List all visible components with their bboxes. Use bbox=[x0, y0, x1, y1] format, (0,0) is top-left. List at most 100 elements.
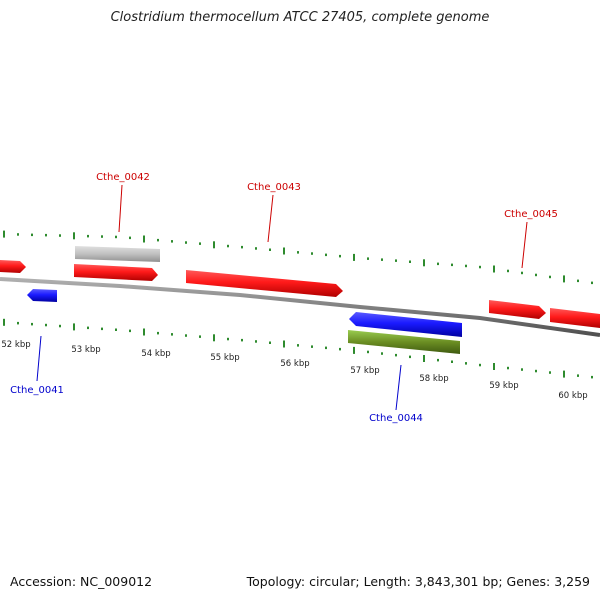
minor-tick bbox=[367, 350, 369, 354]
gene-cthe-0044-rna[interactable] bbox=[348, 330, 460, 354]
major-tick bbox=[423, 259, 425, 267]
minor-tick bbox=[255, 247, 257, 250]
gene-cthe-0042-pseudo[interactable] bbox=[75, 246, 160, 262]
minor-tick bbox=[241, 245, 243, 249]
minor-tick bbox=[507, 366, 509, 370]
topology-summary: Topology: circular; Length: 3,843,301 bp… bbox=[246, 574, 590, 589]
minor-tick bbox=[521, 368, 523, 371]
minor-tick bbox=[171, 240, 173, 243]
major-tick bbox=[283, 340, 285, 348]
minor-tick bbox=[521, 271, 523, 275]
minor-tick bbox=[269, 341, 271, 344]
gene-forward-left-edge[interactable] bbox=[0, 260, 26, 273]
gene-cthe-0042[interactable] bbox=[74, 264, 158, 281]
major-tick bbox=[3, 230, 5, 238]
major-tick bbox=[213, 334, 215, 342]
minor-tick bbox=[157, 331, 159, 335]
minor-tick bbox=[129, 329, 131, 333]
minor-tick bbox=[199, 335, 201, 338]
minor-tick bbox=[549, 371, 551, 374]
minor-tick bbox=[31, 233, 33, 237]
major-tick bbox=[143, 235, 145, 243]
major-tick bbox=[423, 355, 425, 362]
major-tick bbox=[3, 318, 5, 326]
label-cthe-0042[interactable]: Cthe_0042 bbox=[96, 172, 150, 183]
gene-cthe-0045[interactable] bbox=[489, 300, 546, 319]
major-tick bbox=[493, 265, 495, 273]
major-tick bbox=[73, 232, 75, 240]
minor-tick bbox=[367, 257, 369, 260]
minor-tick bbox=[185, 241, 187, 244]
major-tick bbox=[73, 323, 75, 331]
gene-cthe-0041[interactable] bbox=[27, 289, 57, 302]
leader-cthe-0045 bbox=[521, 221, 528, 269]
leader-cthe-0041 bbox=[36, 335, 42, 382]
minor-tick bbox=[577, 374, 579, 377]
kbp-label: 59 kbp bbox=[489, 381, 518, 391]
upper-tick-row bbox=[3, 230, 593, 285]
minor-tick bbox=[437, 358, 439, 362]
major-tick bbox=[353, 253, 355, 261]
minor-tick bbox=[269, 248, 271, 251]
minor-tick bbox=[395, 353, 397, 357]
kbp-label: 58 kbp bbox=[419, 374, 448, 384]
kbp-label: 55 kbp bbox=[210, 353, 239, 363]
minor-tick bbox=[381, 258, 383, 261]
minor-tick bbox=[17, 321, 19, 325]
leader-cthe-0042 bbox=[118, 184, 123, 233]
minor-tick bbox=[395, 259, 397, 262]
minor-tick bbox=[381, 352, 383, 355]
label-cthe-0041[interactable]: Cthe_0041 bbox=[10, 385, 64, 396]
kbp-label: 53 kbp bbox=[71, 345, 100, 355]
minor-tick bbox=[17, 233, 19, 236]
minor-tick bbox=[297, 251, 299, 254]
minor-tick bbox=[451, 360, 453, 363]
minor-tick bbox=[241, 338, 243, 342]
accession-text: Accession: NC_009012 bbox=[10, 574, 153, 589]
gene-forward-right-edge[interactable] bbox=[550, 308, 600, 328]
major-tick bbox=[143, 328, 145, 336]
minor-tick bbox=[549, 275, 551, 279]
minor-tick bbox=[45, 323, 47, 327]
minor-tick bbox=[59, 234, 61, 237]
label-cthe-0044[interactable]: Cthe_0044 bbox=[369, 413, 423, 424]
minor-tick bbox=[409, 260, 411, 263]
label-cthe-0045[interactable]: Cthe_0045 bbox=[504, 209, 558, 220]
label-cthe-0043[interactable]: Cthe_0043 bbox=[247, 182, 301, 193]
lower-tick-row bbox=[3, 318, 593, 379]
minor-tick bbox=[87, 234, 89, 238]
minor-tick bbox=[255, 340, 257, 343]
minor-tick bbox=[325, 253, 327, 257]
minor-tick bbox=[45, 233, 47, 237]
minor-tick bbox=[507, 269, 509, 273]
kbp-label: 57 kbp bbox=[350, 366, 379, 376]
genome-backbone bbox=[0, 277, 600, 337]
gene-cthe-0044[interactable] bbox=[349, 312, 462, 337]
leader-cthe-0044 bbox=[395, 364, 402, 411]
major-tick bbox=[563, 275, 565, 283]
minor-tick bbox=[115, 235, 117, 239]
minor-tick bbox=[311, 345, 313, 348]
minor-tick bbox=[199, 242, 201, 245]
minor-tick bbox=[227, 337, 229, 341]
minor-tick bbox=[577, 279, 579, 283]
kbp-label: 52 kbp bbox=[1, 340, 30, 350]
gene-cthe-0043[interactable] bbox=[186, 270, 343, 297]
minor-tick bbox=[535, 369, 537, 373]
major-tick bbox=[283, 247, 285, 255]
minor-tick bbox=[325, 346, 327, 350]
minor-tick bbox=[59, 324, 61, 328]
minor-tick bbox=[451, 263, 453, 267]
minor-tick bbox=[297, 344, 299, 347]
minor-tick bbox=[101, 327, 103, 331]
minor-tick bbox=[339, 347, 341, 351]
leader-cthe-0043 bbox=[267, 194, 274, 243]
minor-tick bbox=[101, 235, 103, 238]
minor-tick bbox=[115, 328, 117, 331]
minor-tick bbox=[31, 322, 33, 326]
kbp-label: 60 kbp bbox=[558, 391, 587, 401]
kbp-label: 54 kbp bbox=[141, 349, 170, 359]
minor-tick bbox=[185, 334, 187, 337]
major-tick bbox=[563, 370, 565, 378]
